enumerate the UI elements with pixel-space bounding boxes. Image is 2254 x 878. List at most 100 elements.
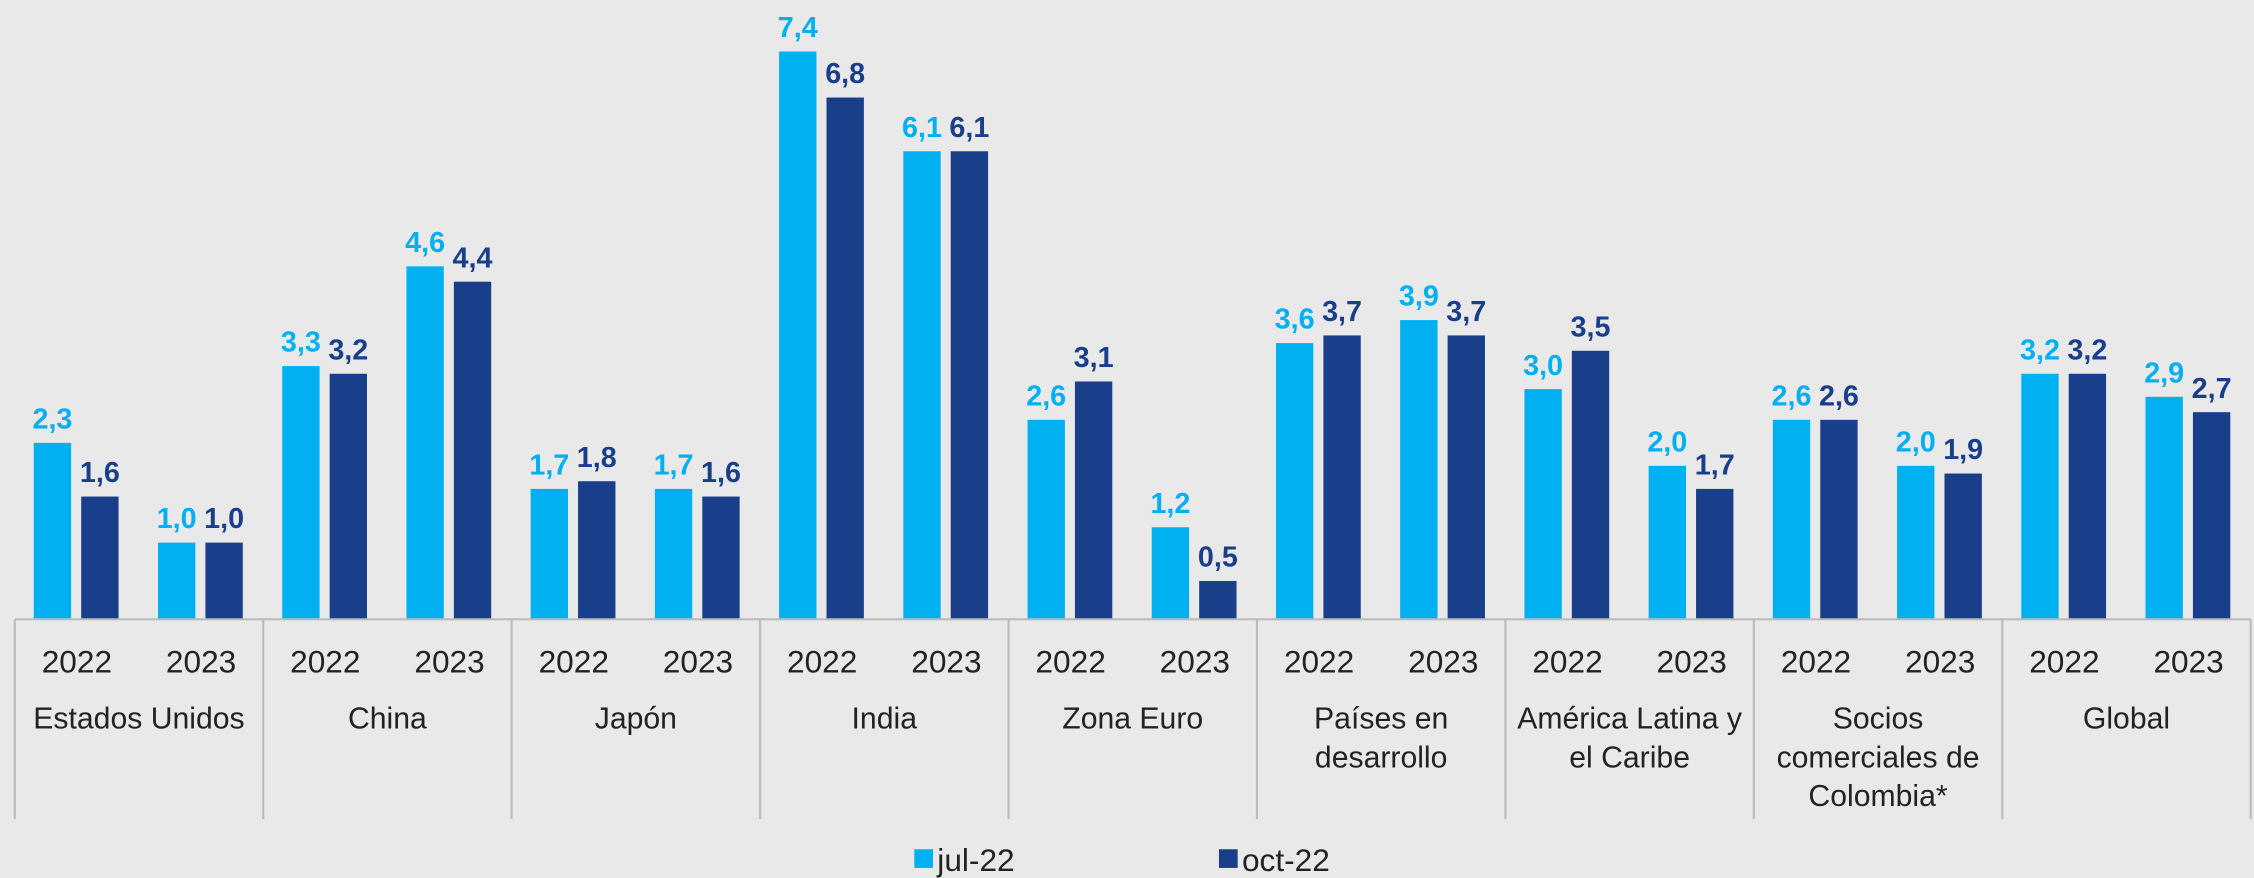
bar [406,266,444,620]
x-tick-label: 2022 [2029,644,2099,680]
data-label: 1,7 [1695,450,1735,482]
bar [1275,343,1314,620]
bar [1199,580,1237,620]
bar [654,488,693,620]
data-label: 1,9 [1943,434,1983,466]
bar [453,281,492,620]
x-tick-label: 2022 [1532,644,1602,680]
bar [1151,527,1190,620]
bar [1696,488,1734,620]
data-label: 3,1 [1074,342,1114,374]
data-label: 3,7 [1446,296,1486,328]
data-label: 7,4 [778,12,818,44]
data-label: 3,5 [1571,311,1611,343]
legend-swatch [914,849,934,868]
x-tick-label: 2023 [1905,644,1975,680]
bar [1648,465,1686,620]
bar [903,151,941,620]
x-tick-label: 2023 [1408,644,1478,680]
x-tick-label: 2022 [1035,644,1105,680]
data-label: 3,0 [1523,350,1563,382]
bar [826,97,864,620]
legend-label: oct-22 [1242,842,1330,878]
legend-swatch [1218,849,1238,868]
bar [1820,419,1858,620]
bar [329,373,367,620]
group-label-box: Global [2082,702,2171,736]
bar [1897,465,1935,620]
bar [779,51,817,620]
bar [1447,335,1485,620]
bar [530,488,569,620]
bar [578,481,616,620]
bar [157,542,196,620]
group-label: Global [2082,702,2171,736]
data-label: 3,2 [2020,334,2060,366]
bar [702,496,740,620]
x-tick-label: 2023 [2153,644,2223,680]
data-label: 2,6 [1026,380,1066,412]
data-label: 2,0 [1647,427,1687,459]
data-label: 3,6 [1275,304,1315,336]
data-label: 6,1 [949,112,989,144]
bar [282,366,320,620]
data-label: 1,7 [654,450,694,482]
x-tick-label: 2023 [911,644,981,680]
data-label: 1,6 [80,457,120,489]
bar [1400,320,1438,620]
bar [205,542,243,620]
data-label: 1,6 [701,457,741,489]
group-label-box: Socios comerciales de Colombia* [1776,702,1980,814]
group-label: India [851,702,917,736]
x-tick-label: 2023 [414,644,484,680]
group-label-box: India [851,702,917,736]
data-label: 2,3 [32,403,72,435]
data-label: 6,1 [902,112,942,144]
legend-label: jul-22 [936,842,1014,878]
bar [950,151,989,620]
data-label: 2,7 [2192,373,2232,405]
data-label: 2,6 [1819,380,1859,412]
bar [2192,412,2231,620]
group-label-box: China [347,702,427,736]
data-label: 0,5 [1198,542,1238,574]
group-label-box: Zona Euro [1062,703,1203,736]
x-tick-label: 2022 [787,644,857,680]
bar [2021,373,2059,620]
group-label: América Latina y el Caribe [1517,702,1742,775]
group-label-box: América Latina y el Caribe [1517,702,1742,775]
group-label: Estados Unidos [33,702,245,736]
data-label: 1,2 [1150,488,1190,520]
x-tick-label: 2023 [663,644,733,680]
data-label: 1,8 [577,442,617,474]
group-label-box: Estados Unidos [33,702,245,736]
data-label: 1,0 [157,503,197,535]
x-tick-label: 2022 [42,644,112,680]
data-label: 3,9 [1399,281,1439,313]
bar [1772,419,1811,620]
data-label: 3,3 [281,327,321,359]
data-label: 4,4 [453,242,493,274]
data-label: 2,9 [2144,357,2184,389]
bar [1524,389,1562,620]
bar [33,442,72,620]
group-label: Países en desarrollo [1314,702,1449,775]
x-tick-label: 2023 [166,644,236,680]
data-label: 3,2 [328,334,368,366]
data-label: 2,0 [1896,427,1936,459]
group-label: Japón [594,702,677,736]
data-label: 1,0 [204,503,244,535]
bar [1027,419,1065,620]
group-label: Socios comerciales de Colombia* [1776,702,1980,814]
bar [1571,350,1610,620]
data-label: 2,6 [1772,380,1812,412]
data-label: 4,6 [405,227,445,259]
group-label-box: Países en desarrollo [1314,702,1449,775]
data-label: 3,7 [1322,296,1362,328]
bar [2145,396,2183,620]
group-label: China [347,702,427,736]
bar [1074,381,1113,620]
x-tick-label: 2023 [1160,644,1230,680]
